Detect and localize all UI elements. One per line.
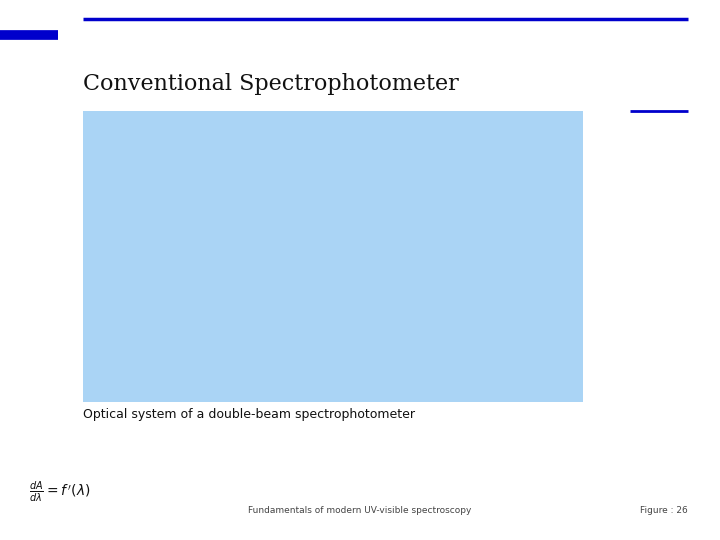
Text: Fundamentals of modern UV-visible spectroscopy: Fundamentals of modern UV-visible spectr…: [248, 506, 472, 515]
Text: $\frac{dA}{d\lambda} = f\,^{\prime}(\lambda)$: $\frac{dA}{d\lambda} = f\,^{\prime}(\lam…: [29, 479, 91, 504]
Text: Conventional Spectrophotometer: Conventional Spectrophotometer: [83, 73, 459, 94]
Text: Figure : 26: Figure : 26: [640, 506, 688, 515]
Bar: [83, 111, 583, 402]
Text: Optical system of a double-beam spectrophotometer: Optical system of a double-beam spectrop…: [83, 408, 415, 421]
